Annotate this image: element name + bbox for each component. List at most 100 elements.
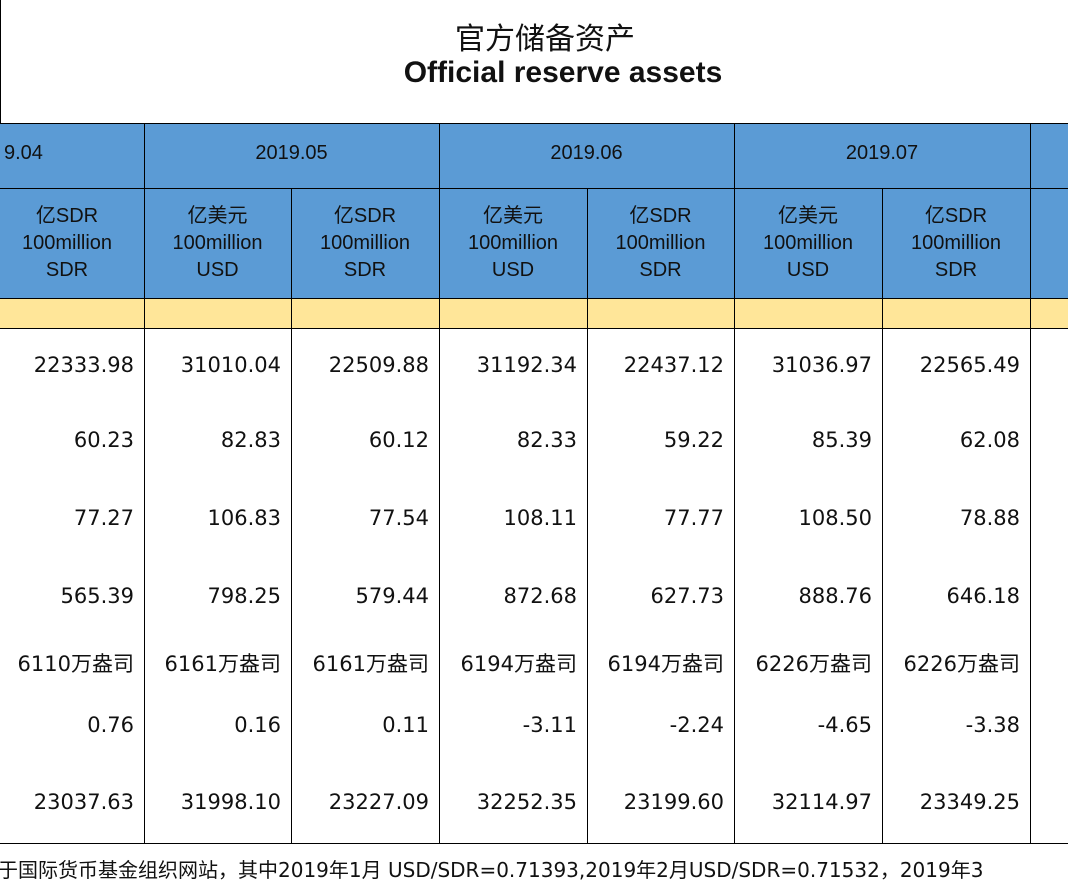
cell-value: 6194万盎司 [607, 652, 724, 676]
cell-value: 6226万盎司 [755, 652, 872, 676]
cell-value: 565.39 [60, 584, 134, 608]
unit-label: SDR [934, 259, 978, 281]
cell-value: 22565.49 [919, 353, 1020, 377]
cell-value: 60.23 [73, 428, 134, 452]
unit-label: USD [196, 259, 239, 281]
cell-value: 22509.88 [328, 353, 429, 377]
cell-value: 77.77 [663, 506, 724, 530]
blank-cell [144, 298, 292, 329]
cell-value: 872.68 [503, 584, 577, 608]
cell-value: 85.39 [811, 428, 872, 452]
period-label: 2019.05 [255, 142, 328, 164]
unit-label: SDR [343, 259, 387, 281]
cell-value: 78.88 [959, 506, 1020, 530]
cell-value: 798.25 [207, 584, 281, 608]
blank-cell [439, 298, 588, 329]
cell-value: 23199.60 [623, 790, 724, 814]
unit-label: USD [491, 259, 535, 281]
cell-value: -3.38 [965, 713, 1020, 737]
unit-label: 100million [467, 232, 559, 254]
unit-label: 100million [21, 232, 113, 254]
blank-cell [734, 298, 883, 329]
cell-value: 0.16 [234, 713, 281, 737]
cell-value: 108.11 [503, 506, 577, 530]
cell-value: 77.27 [73, 506, 134, 530]
title-en: Official reserve assets [403, 56, 723, 89]
cell-value: 82.83 [220, 428, 281, 452]
cell-value: 106.83 [207, 506, 281, 530]
title-cn: 官方储备资产 [455, 22, 635, 57]
unit-label: 亿美元 [187, 205, 248, 227]
unit-cell [587, 188, 735, 299]
cell-value: 6110万盎司 [17, 652, 134, 676]
period-label: 2019.07 [845, 142, 919, 164]
cell-value: 579.44 [355, 584, 429, 608]
blank-cell [1030, 298, 1068, 329]
data-column [144, 328, 292, 844]
cell-value: 31036.97 [771, 353, 872, 377]
cell-value: 23227.09 [328, 790, 429, 814]
unit-label: 100million [319, 232, 411, 254]
cell-value: 0.11 [382, 713, 429, 737]
cell-value: 108.50 [798, 506, 872, 530]
data-column [587, 328, 735, 844]
cell-value: 59.22 [663, 428, 724, 452]
period-cell [1030, 123, 1068, 189]
period-label: 9.04 [4, 142, 43, 164]
data-column [0, 328, 145, 844]
cell-value: 627.73 [650, 584, 724, 608]
cell-value: 62.08 [959, 428, 1020, 452]
cell-value: 22437.12 [623, 353, 724, 377]
unit-label: 亿SDR [629, 205, 692, 227]
cell-value: 23349.25 [919, 790, 1020, 814]
data-column [291, 328, 440, 844]
edge [0, 0, 1, 123]
cell-value: 23037.63 [33, 790, 134, 814]
cell-value: -2.24 [669, 713, 724, 737]
blank-cell [0, 298, 145, 329]
cell-value: 646.18 [946, 584, 1020, 608]
period-cell [144, 123, 440, 189]
unit-label: 100million [615, 232, 706, 254]
cell-value: -4.65 [817, 713, 872, 737]
cell-value: 6161万盎司 [164, 652, 281, 676]
cell-value: 32252.35 [476, 790, 577, 814]
unit-cell [439, 188, 588, 299]
cell-value: -3.11 [522, 713, 577, 737]
data-column [1030, 328, 1068, 844]
cell-value: 0.76 [87, 713, 134, 737]
unit-label: 亿美元 [778, 205, 838, 227]
blank-cell [587, 298, 735, 329]
data-column [882, 328, 1031, 844]
unit-label: 100million [762, 232, 854, 254]
cell-value: 32114.97 [771, 790, 872, 814]
unit-label: 亿美元 [483, 205, 543, 227]
unit-label: 100million [172, 232, 263, 254]
footnote: 于国际货币基金组织网站，其中2019年1月 USD/SDR=0.71393,20… [0, 858, 984, 882]
cell-value: 31998.10 [180, 790, 281, 814]
unit-label: 亿SDR [924, 205, 988, 227]
unit-label: SDR [45, 259, 89, 281]
unit-cell [0, 188, 145, 299]
unit-label: 亿SDR [333, 205, 397, 227]
cell-value: 6161万盎司 [312, 652, 429, 676]
unit-label: 100million [910, 232, 1002, 254]
cell-value: 82.33 [516, 428, 577, 452]
cell-value: 31192.34 [476, 353, 577, 377]
unit-cell [734, 188, 883, 299]
unit-label: USD [786, 259, 830, 281]
cell-value: 77.54 [368, 506, 429, 530]
cell-value: 888.76 [798, 584, 872, 608]
period-cell [734, 123, 1031, 189]
cell-value: 6226万盎司 [903, 652, 1020, 676]
blank-cell [291, 298, 440, 329]
unit-label: SDR [639, 259, 682, 281]
cell-value: 6194万盎司 [460, 652, 577, 676]
period-label: 2019.06 [550, 142, 623, 164]
blank-cell [882, 298, 1031, 329]
cell-value: 60.12 [368, 428, 429, 452]
unit-label: 亿SDR [35, 205, 99, 227]
data-column [734, 328, 883, 844]
cell-value: 31010.04 [180, 353, 281, 377]
